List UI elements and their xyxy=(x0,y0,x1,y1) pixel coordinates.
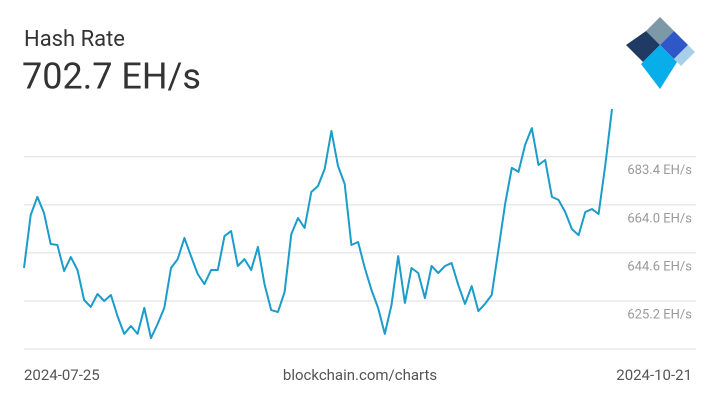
current-value: 702.7 EH/s xyxy=(22,56,201,98)
y-tick-label: 625.2 EH/s xyxy=(627,307,692,322)
y-tick-label: 683.4 EH/s xyxy=(627,163,692,178)
y-tick-label: 664.0 EH/s xyxy=(627,211,692,226)
y-tick-label: 644.6 EH/s xyxy=(627,259,692,274)
series-line xyxy=(23,108,613,340)
chart-title: Hash Rate xyxy=(24,27,125,52)
x-end-label: 2024-10-21 xyxy=(616,366,692,384)
logo xyxy=(626,17,695,89)
x-start-label: 2024-07-25 xyxy=(24,366,100,384)
source: blockchain.com/charts xyxy=(283,366,437,384)
